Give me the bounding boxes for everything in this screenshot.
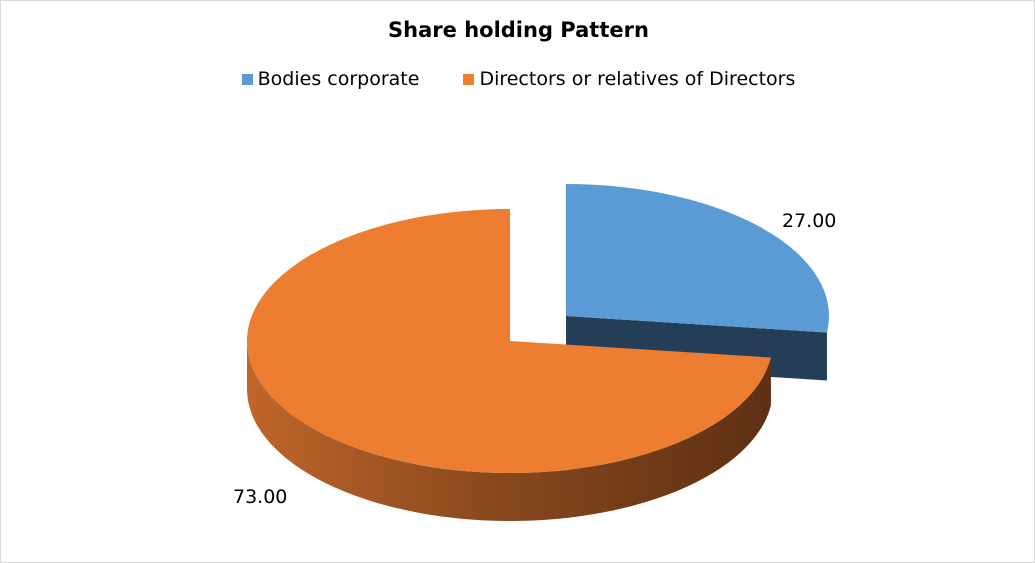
legend-label-directors: Directors or relatives of Directors bbox=[479, 68, 796, 90]
legend: Bodies corporate Directors or relatives … bbox=[1, 68, 1035, 90]
legend-item-bodies-corporate: Bodies corporate bbox=[241, 68, 420, 90]
data-labels: 27.00 73.00 bbox=[233, 210, 836, 508]
legend-swatch-bodies-corporate bbox=[241, 73, 253, 85]
slice-side-directors bbox=[246, 341, 771, 521]
legend-item-directors: Directors or relatives of Directors bbox=[463, 68, 795, 90]
pie-tops bbox=[246, 184, 829, 473]
slice-directors bbox=[246, 209, 771, 473]
data-label-directors: 73.00 bbox=[233, 486, 287, 508]
chart-title: Share holding Pattern bbox=[388, 18, 649, 42]
legend-label-bodies-corporate: Bodies corporate bbox=[257, 68, 420, 90]
slice-bodies-corporate bbox=[566, 184, 829, 333]
legend-swatch-directors bbox=[463, 73, 475, 85]
data-label-bodies-corporate: 27.00 bbox=[782, 210, 836, 232]
